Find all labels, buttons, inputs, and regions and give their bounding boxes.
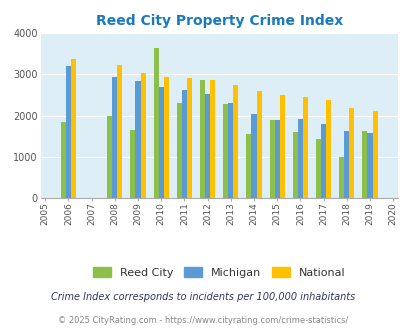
Bar: [338, 157, 343, 198]
Bar: [279, 95, 284, 198]
Text: © 2025 CityRating.com - https://www.cityrating.com/crime-statistics/: © 2025 CityRating.com - https://www.city…: [58, 316, 347, 325]
Bar: [343, 131, 349, 198]
Text: Crime Index corresponds to incidents per 100,000 inhabitants: Crime Index corresponds to incidents per…: [51, 292, 354, 302]
Bar: [205, 94, 210, 198]
Bar: [130, 130, 135, 198]
Bar: [200, 80, 205, 198]
Bar: [71, 59, 76, 198]
Bar: [274, 120, 279, 198]
Bar: [302, 97, 307, 198]
Bar: [362, 131, 367, 198]
Bar: [246, 135, 251, 198]
Bar: [210, 81, 215, 198]
Bar: [107, 116, 112, 198]
Bar: [61, 122, 66, 198]
Legend: Reed City, Michigan, National: Reed City, Michigan, National: [88, 263, 349, 282]
Bar: [158, 87, 163, 198]
Bar: [176, 103, 181, 198]
Bar: [233, 85, 238, 198]
Bar: [163, 77, 168, 198]
Bar: [140, 73, 145, 198]
Bar: [66, 66, 71, 198]
Bar: [320, 124, 325, 198]
Bar: [292, 132, 297, 198]
Bar: [181, 90, 187, 198]
Bar: [315, 139, 320, 198]
Bar: [135, 81, 140, 198]
Bar: [187, 79, 192, 198]
Bar: [251, 114, 256, 198]
Bar: [153, 48, 158, 198]
Bar: [256, 91, 261, 198]
Bar: [117, 65, 122, 198]
Bar: [112, 77, 117, 198]
Bar: [349, 108, 354, 198]
Title: Reed City Property Crime Index: Reed City Property Crime Index: [96, 14, 342, 28]
Bar: [223, 104, 228, 198]
Bar: [297, 119, 302, 198]
Bar: [372, 112, 377, 198]
Bar: [367, 133, 372, 198]
Bar: [325, 100, 330, 198]
Bar: [269, 120, 274, 198]
Bar: [228, 103, 233, 198]
